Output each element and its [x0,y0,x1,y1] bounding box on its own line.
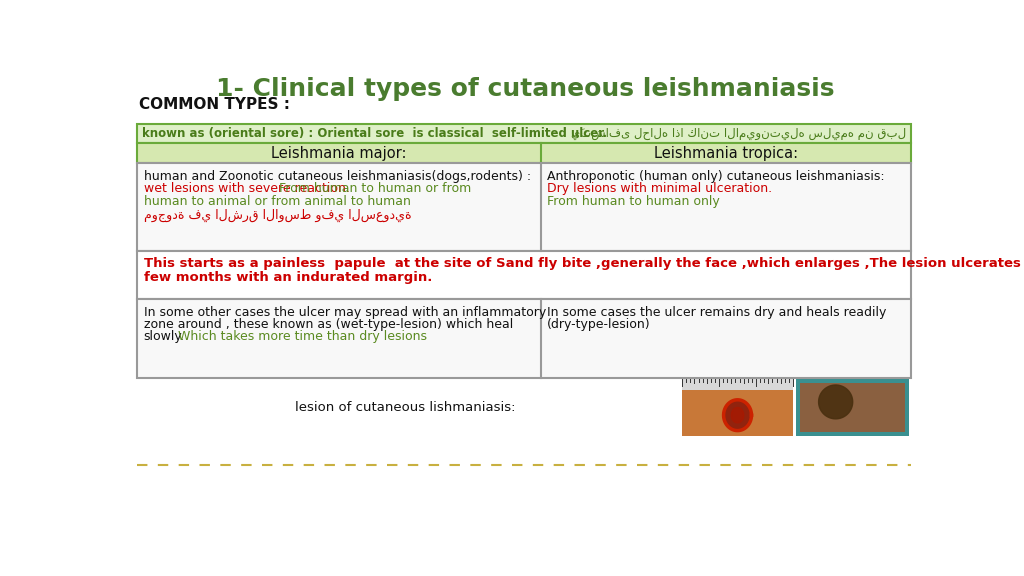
Text: known as (oriental sore) : Oriental sore  is classical  self-limited ulcer.: known as (oriental sore) : Oriental sore… [142,127,607,140]
Text: Anthroponotic (human only) cutaneous leishmaniasis:: Anthroponotic (human only) cutaneous lei… [547,170,885,183]
Text: human and Zoonotic cutaneous leishmaniasis(dogs,rodents) :: human and Zoonotic cutaneous leishmanias… [143,170,530,183]
Text: COMMON TYPES :: COMMON TYPES : [139,97,290,112]
Bar [137,298,910,378]
Bar [682,380,793,390]
Bar [137,163,910,251]
Text: human to animal or from animal to human: human to animal or from animal to human [143,195,411,207]
Polygon shape [724,400,752,431]
Bar [137,143,910,163]
Text: This starts as a painless  papule  at the site of Sand fly bite ,generally the f: This starts as a painless papule at the … [143,257,1024,270]
Text: In some cases the ulcer remains dry and heals readily: In some cases the ulcer remains dry and … [547,305,887,319]
Text: lesion of cutaneous lishmaniasis:: lesion of cutaneous lishmaniasis: [295,401,515,414]
Text: Leishmania tropica:: Leishmania tropica: [654,146,798,161]
Text: wet lesions with severe reaction.: wet lesions with severe reaction. [143,183,349,195]
Polygon shape [731,407,743,423]
Text: slowly.: slowly. [143,330,184,343]
Text: يَتشافى لحاله اذا كانت الاميونتيله سليمه من قبل: يَتشافى لحاله اذا كانت الاميونتيله سليمه… [570,127,906,140]
Text: From human to human only: From human to human only [547,195,720,207]
Text: few months with an indurated margin.: few months with an indurated margin. [143,271,432,284]
Text: Leishmania major:: Leishmania major: [271,146,407,161]
Text: zone around , these known as (wet-type-lesion) which heal: zone around , these known as (wet-type-l… [143,318,513,331]
Text: موجودة في الشرق الاوسط وفي السعودية: موجودة في الشرق الاوسط وفي السعودية [143,209,411,222]
Text: In some other cases the ulcer may spread with an inflammatory: In some other cases the ulcer may spread… [143,305,546,319]
Bar [137,251,910,298]
Bar [796,380,909,435]
Text: 1- Clinical types of cutaneous leishmaniasis: 1- Clinical types of cutaneous leishmani… [215,77,835,101]
Bar [137,124,910,143]
Bar [682,380,793,435]
Text: Which takes more time than dry lesions: Which takes more time than dry lesions [177,330,427,343]
Text: (dry-type-lesion): (dry-type-lesion) [547,318,651,331]
Text: From human to human or from: From human to human or from [280,183,471,195]
Polygon shape [818,385,853,419]
Bar [800,383,905,432]
Text: Dry lesions with minimal ulceration.: Dry lesions with minimal ulceration. [547,183,772,195]
